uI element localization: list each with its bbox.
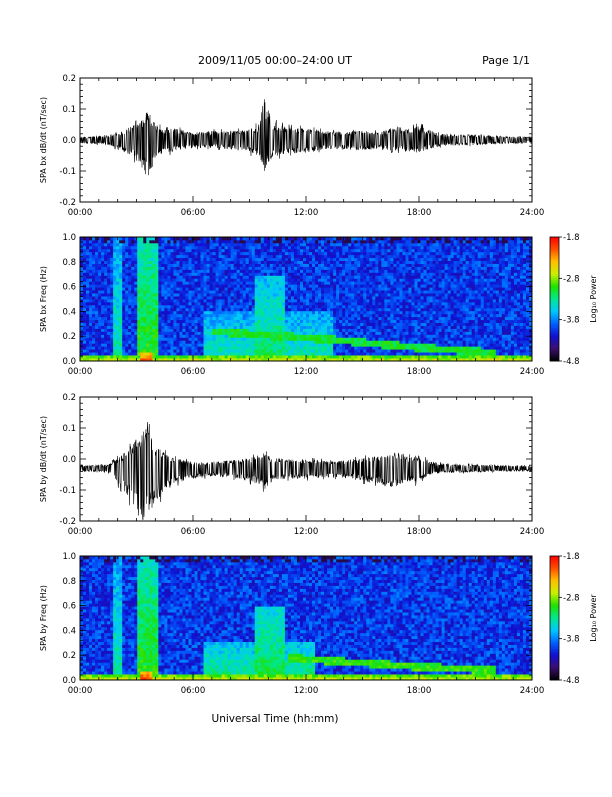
panel-0-xtick-label: 24:00 <box>520 208 545 218</box>
panel-1-colorbar <box>550 237 559 361</box>
panel-3-xtick-label: 24:00 <box>520 686 545 696</box>
page-title: 2009/11/05 00:00–24:00 UT <box>198 54 352 67</box>
panel-2-trace <box>80 422 532 520</box>
panel-3-ytick-label: 0.0 <box>62 676 76 686</box>
panel-3-spectrogram <box>80 556 532 680</box>
panel-1-ytick-label: 0.4 <box>62 307 76 317</box>
panel-3: -1.8 -2.8 -3.8 -4.8 Log₁₀ Power 00:00 06:00 12:… <box>39 552 598 696</box>
panel-1-spectrogram <box>80 237 532 361</box>
panel-3-xtick-label: 18:00 <box>407 686 432 696</box>
panel-2-xtick-label: 06:00 <box>181 527 206 537</box>
panel-0-ytick-label: 0.1 <box>62 105 76 115</box>
panel-1-colorbar-tick-label: -1.8 <box>563 233 580 243</box>
panel-3-ylabel: SPA by Freq (Hz) <box>39 585 48 651</box>
x-axis-title: Universal Time (hh:mm) <box>212 713 339 725</box>
panel-0-ylabel: SPA bx dB/dt (nT/sec) <box>39 97 48 183</box>
panel-3-ytick-label: 0.2 <box>62 651 76 661</box>
panel-1-ytick-label: 0.8 <box>62 258 76 268</box>
panel-0-ytick-label: 0.2 <box>62 74 76 84</box>
panel-0-xtick-label: 00:00 <box>68 208 93 218</box>
panel-3-colorbar-label: Log₁₀ Power <box>589 594 598 642</box>
panel-2-ytick-label: 0.2 <box>62 393 76 403</box>
panel-1-xtick-label: 06:00 <box>181 367 206 377</box>
panel-2-xtick-label: 12:00 <box>294 527 319 537</box>
panel-1-xtick-label: 24:00 <box>520 367 545 377</box>
panel-3-colorbar-tick-label: -3.8 <box>563 635 580 645</box>
panel-0-xtick-label: 12:00 <box>294 208 319 218</box>
panel-3-colorbar-tick-label: -4.8 <box>563 676 580 686</box>
panel-1-ytick-label: 1.0 <box>62 233 76 243</box>
panel-1-colorbar-tick-label: -3.8 <box>563 316 580 326</box>
panel-1-colorbar-tick-label: -4.8 <box>563 357 580 367</box>
panel-1-ytick-label: 0.0 <box>62 357 76 367</box>
panel-1-ytick-label: 0.2 <box>62 332 76 342</box>
panel-1-ylabel: SPA bx Freq (Hz) <box>39 266 48 332</box>
panel-2-frame <box>80 397 532 521</box>
panel-2-ytick-label: 0.0 <box>62 455 76 465</box>
page-number: Page 1/1 <box>482 54 530 67</box>
panel-1: -1.8 -2.8 -3.8 -4.8 Log₁₀ Power 00:00 06:00 12:… <box>39 233 598 377</box>
panel-3-ytick-label: 0.4 <box>62 626 76 636</box>
panel-0-xtick-label: 06:00 <box>181 208 206 218</box>
panel-2-ytick-label: -0.2 <box>59 517 76 527</box>
panel-3-ytick-label: 0.6 <box>62 602 76 612</box>
panel-3-xtick-label: 00:00 <box>68 686 93 696</box>
panel-1-xtick-label: 00:00 <box>68 367 93 377</box>
panel-0-ytick-label: -0.2 <box>59 198 76 208</box>
panel-2-ylabel: SPA by dB/dt (nT/sec) <box>39 416 48 502</box>
panel-3-colorbar-tick-label: -2.8 <box>563 593 580 603</box>
panel-0-trace <box>80 99 532 175</box>
panel-1-xtick-label: 18:00 <box>407 367 432 377</box>
panel-0-ytick-label: -0.1 <box>59 167 76 177</box>
panel-2-xtick-label: 24:00 <box>520 527 545 537</box>
panel-3-xtick-label: 06:00 <box>181 686 206 696</box>
panel-3-colorbar <box>550 556 559 680</box>
panel-3-ytick-label: 1.0 <box>62 552 76 562</box>
panel-2-xtick-label: 00:00 <box>68 527 93 537</box>
panel-1-colorbar-tick-label: -2.8 <box>563 274 580 284</box>
panel-0-xtick-label: 18:00 <box>407 208 432 218</box>
panel-2-ytick-label: 0.1 <box>62 424 76 434</box>
panel-1-ytick-label: 0.6 <box>62 283 76 293</box>
panel-1-colorbar-label: Log₁₀ Power <box>589 275 598 323</box>
panel-0-ytick-label: 0.0 <box>62 136 76 146</box>
panel-1-xtick-label: 12:00 <box>294 367 319 377</box>
panel-3-xtick-label: 12:00 <box>294 686 319 696</box>
panel-2-xtick-label: 18:00 <box>407 527 432 537</box>
panel-2: 00:00 06:00 12:00 18:00 24:00 -0.2 -0.1 0.0 0.1 0… <box>39 393 544 537</box>
panel-0: 00:00 06:00 12:00 18:00 24:00 -0.2 -0.1 0.0 0.1 0… <box>39 74 544 218</box>
panel-2-ytick-label: -0.1 <box>59 486 76 496</box>
panel-3-colorbar-tick-label: -1.8 <box>563 552 580 562</box>
panel-3-ytick-label: 0.8 <box>62 577 76 587</box>
